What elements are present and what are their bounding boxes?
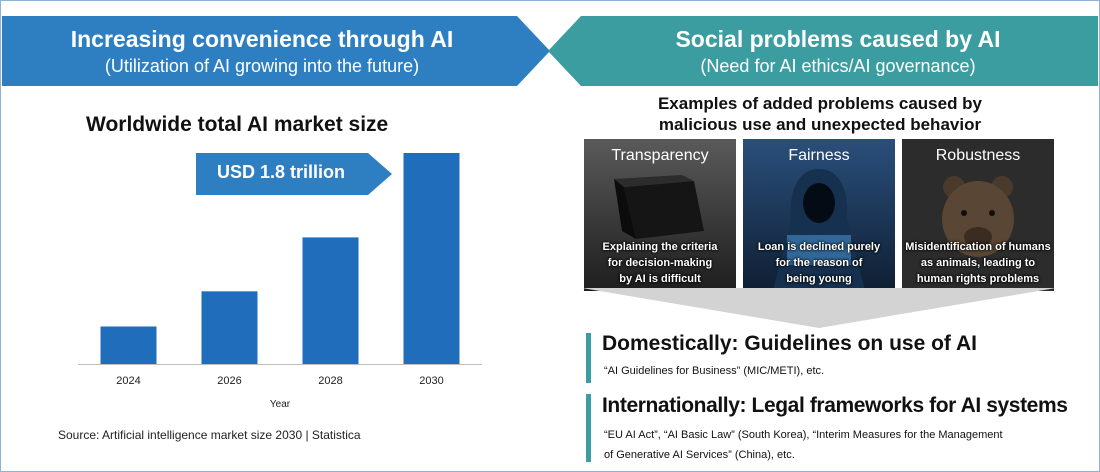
card-fairness-desc-line3: being young: [786, 273, 852, 285]
banner-right-subtitle: (Need for AI ethics/AI governance): [700, 56, 976, 76]
banner-left-subtitle: (Utilization of AI growing into the futu…: [104, 56, 420, 76]
x-tick-label-2028: 2028: [318, 375, 342, 387]
x-tick-label-2030: 2030: [419, 375, 443, 387]
source-note: Source: Artificial intelligence market s…: [58, 428, 361, 442]
card-fairness-desc-line1: Loan is declined purely: [757, 241, 881, 253]
x-axis-label: Year: [270, 399, 291, 410]
funnel-arrow: [582, 288, 1056, 328]
examples-heading: Examples of added problems caused by mal…: [585, 93, 1055, 135]
card-fairness-desc-line2: for the reason of: [775, 257, 863, 269]
card-transparency-desc-line1: Explaining the criteria: [602, 241, 718, 253]
card-robustness-title: Robustness: [935, 147, 1021, 164]
domestic-accent-bar: [586, 333, 591, 383]
bear-icon: [902, 139, 1054, 291]
black-box-icon: [584, 139, 736, 291]
banner-left-title: Increasing convenience through AI: [70, 26, 454, 52]
banner-left-shape: [2, 16, 550, 86]
card-fairness-title: Fairness: [788, 147, 850, 164]
card-robustness-desc-line1: Misidentification of humans: [905, 241, 1051, 253]
card-transparency-desc-line3: by AI is difficult: [619, 273, 701, 285]
banner-social-problems: Social problems caused by AI (Need for A…: [548, 16, 1098, 86]
domestic-title: Domestically: Guidelines on use of AI: [602, 332, 977, 355]
card-fairness-desc: Loan is declined purely for the reason o…: [745, 239, 893, 287]
banner-right-title: Social problems caused by AI: [675, 26, 1001, 52]
international-accent-bar: [586, 394, 591, 462]
international-title: Internationally: Legal frameworks for AI…: [602, 394, 1068, 417]
examples-heading-line2: malicious use and unexpected behavior: [658, 115, 982, 134]
card-robustness-desc: Misidentification of humans as animals, …: [904, 239, 1052, 287]
bar-chart: 2024 2026 2028 2030 Year: [78, 153, 482, 410]
callout-label: USD 1.8 trillion: [216, 162, 346, 182]
card-fairness: Fairness Loan is declined purely for the…: [743, 139, 895, 291]
card-transparency-title: Transparency: [611, 147, 709, 164]
international-detail-line2: of Generative AI Services” (China), etc.: [604, 449, 795, 461]
chart-title: Worldwide total AI market size: [86, 113, 389, 136]
card-transparency: Transparency Explaining the criteria for…: [584, 139, 736, 291]
banner-convenience: Increasing convenience through AI (Utili…: [2, 16, 550, 86]
card-transparency-desc-line2: for decision-making: [607, 257, 713, 269]
card-transparency-desc: Explaining the criteria for decision-mak…: [586, 239, 734, 287]
market-size-callout: USD 1.8 trillion: [196, 153, 394, 195]
international-detail: “EU AI Act”, “AI Basic Law” (South Korea…: [604, 425, 1074, 465]
domestic-detail: “AI Guidelines for Business” (MIC/METI),…: [604, 365, 825, 377]
examples-heading-line1: Examples of added problems caused by: [657, 94, 983, 113]
bar-2028: [302, 237, 359, 364]
x-tick-label-2026: 2026: [217, 375, 241, 387]
international-detail-line1: “EU AI Act”, “AI Basic Law” (South Korea…: [604, 429, 1003, 441]
card-robustness: Robustness Misidentification of humans a…: [902, 139, 1054, 291]
hooded-figure-icon: [743, 139, 895, 291]
x-tick-label-2024: 2024: [116, 375, 140, 387]
bar-2024: [100, 326, 157, 364]
card-robustness-desc-line3: human rights problems: [916, 273, 1040, 285]
bar-2026: [201, 291, 258, 364]
card-robustness-desc-line2: as animals, leading to: [920, 257, 1036, 269]
bar-2030: [403, 153, 460, 364]
banner-right-shape: [548, 16, 1098, 86]
callout-arrow-shape: [196, 153, 392, 195]
